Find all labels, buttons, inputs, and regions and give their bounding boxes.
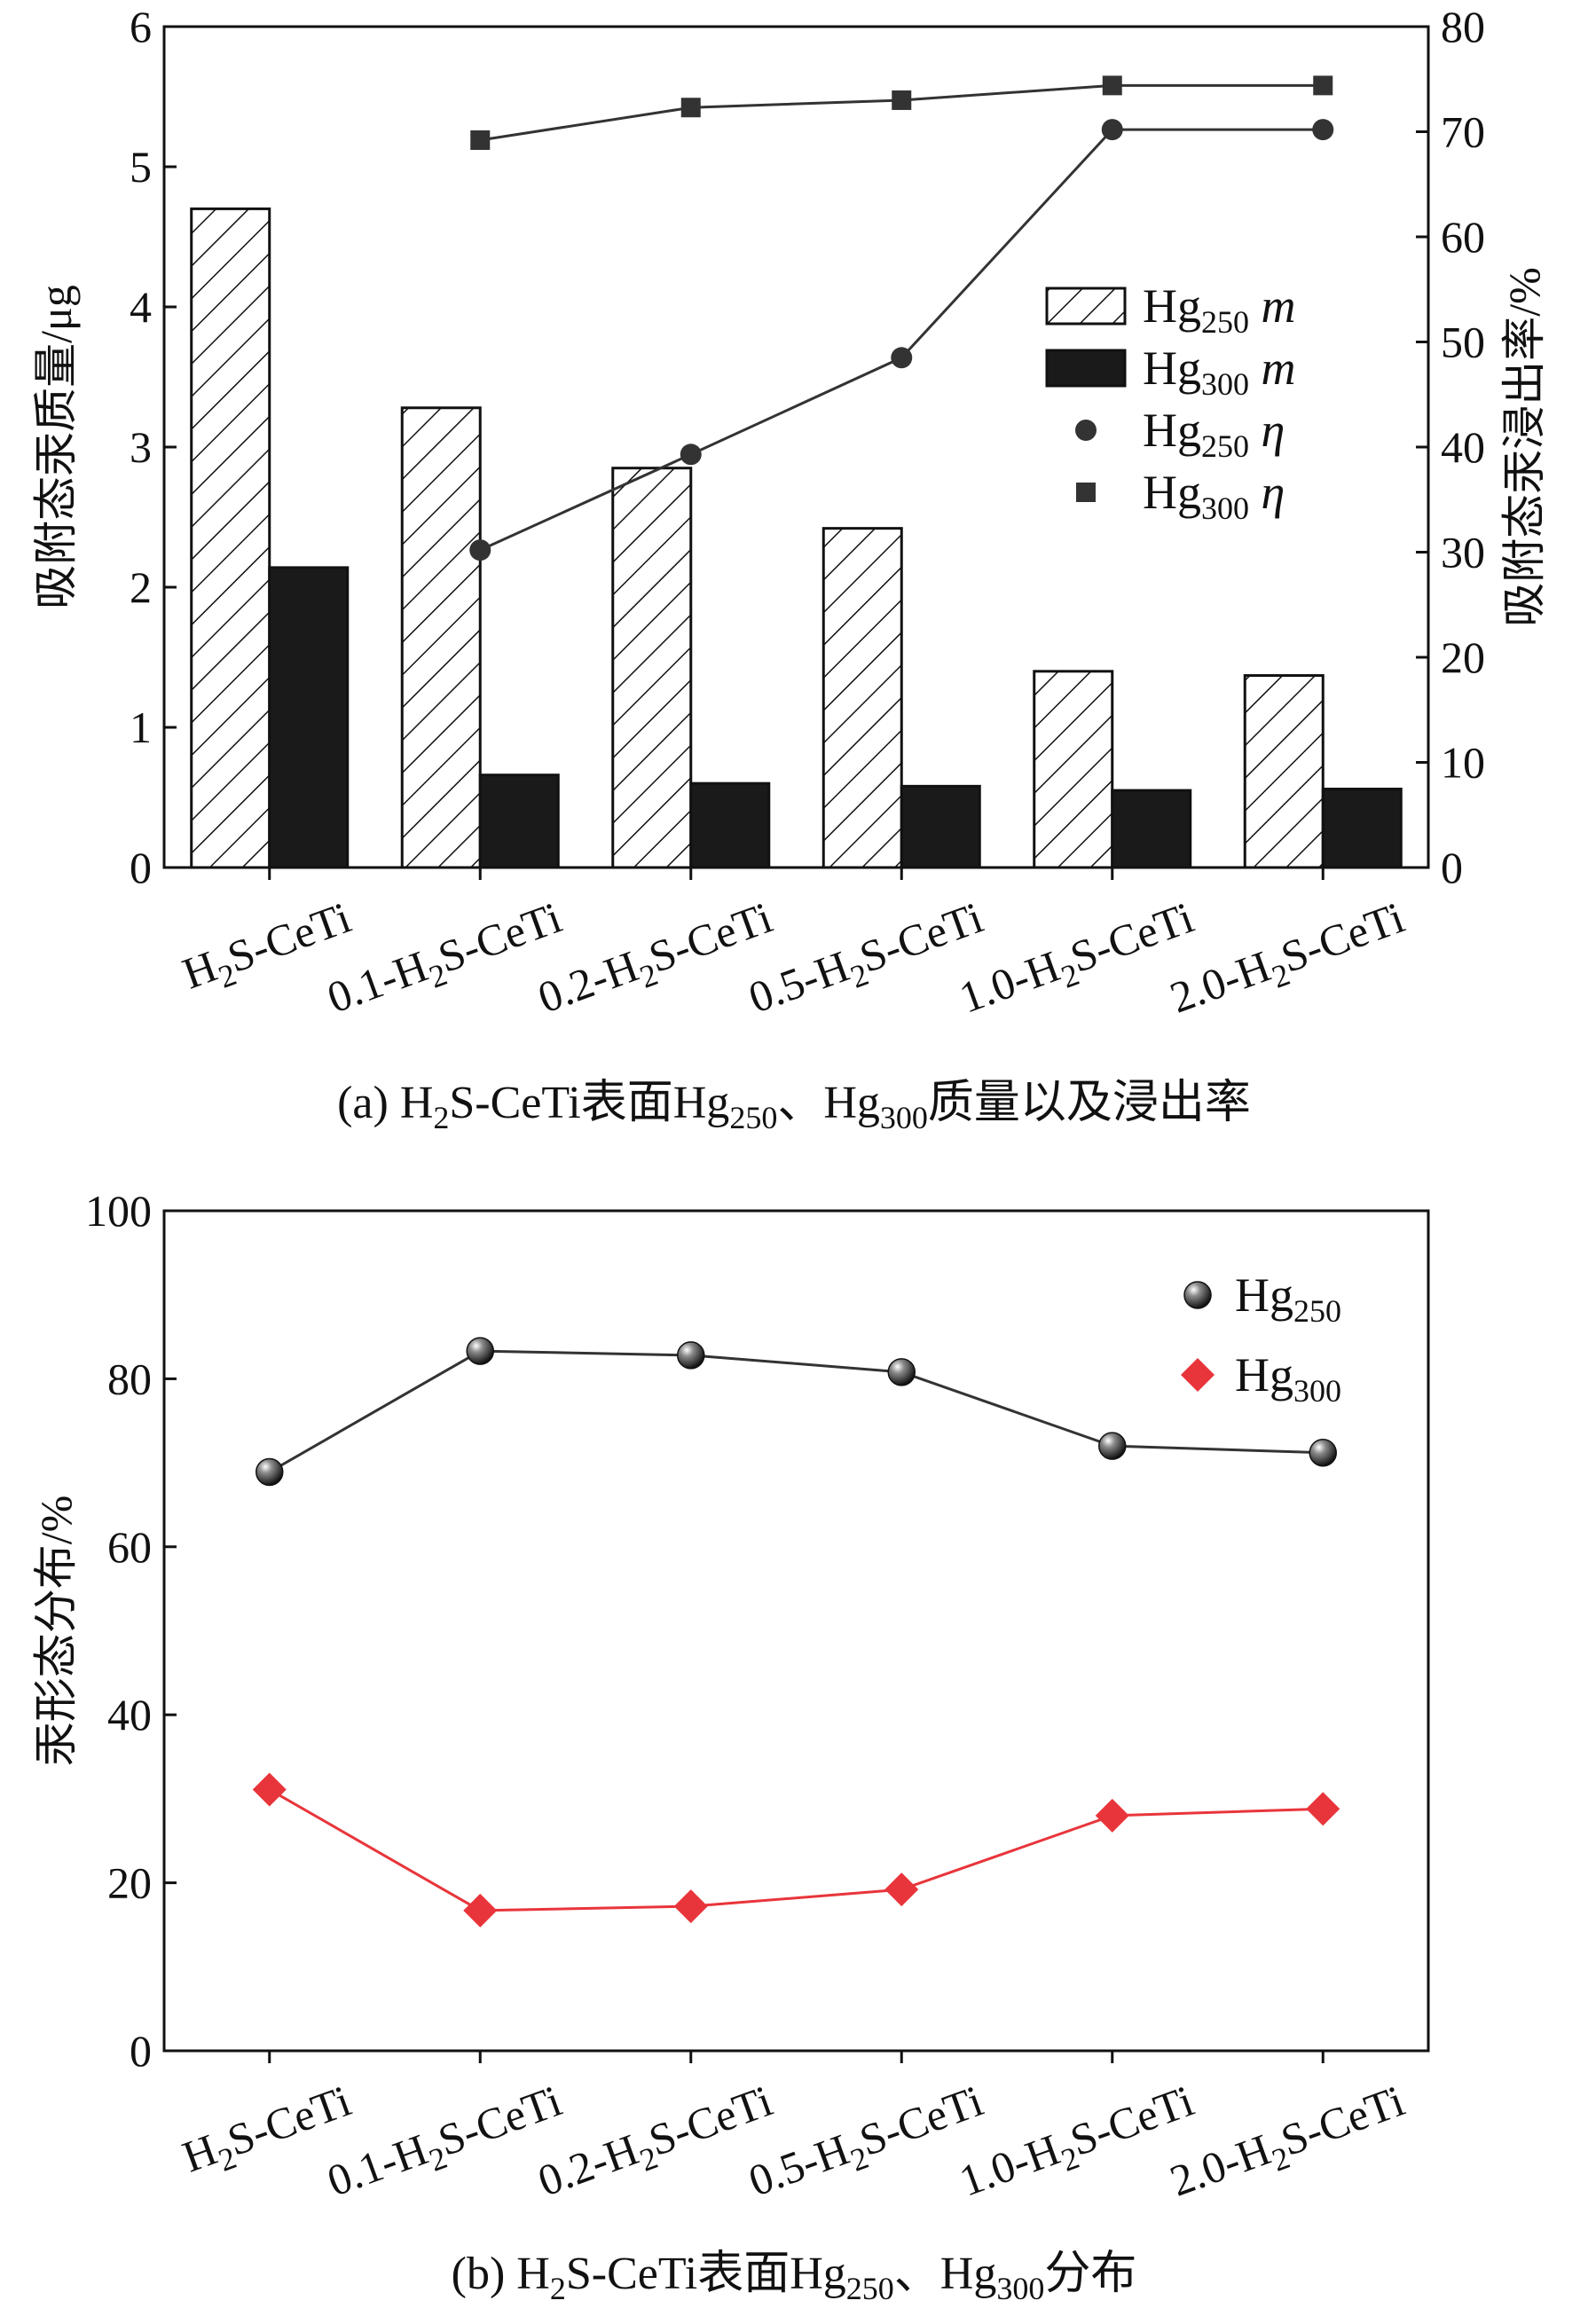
y-tick-label-right: 70	[1441, 107, 1485, 157]
y-axis-title-left: 吸附态汞质量/μg	[31, 285, 81, 609]
y-tick-label-left: 0	[130, 2026, 152, 2076]
point-hg300-eta	[470, 130, 491, 150]
y-tick-label-left: 6	[130, 2, 152, 51]
bar-hg300-m	[1321, 788, 1403, 869]
chart-panel-a: 012345601020304050607080H2S-CeTi0.1-H2S-…	[31, 2, 1549, 1135]
point-hg250-eta	[891, 347, 913, 369]
y-tick-label-left: 4	[130, 282, 152, 332]
bar-hg250-m	[1243, 674, 1325, 869]
y-tick-label-right: 0	[1441, 843, 1463, 892]
bar-hg250-m	[190, 207, 271, 869]
bar-hg300-m	[268, 566, 350, 869]
caption-b: (b) H2S-CeTi表面Hg250、Hg300分布	[452, 2249, 1137, 2306]
legend-label: Hg300	[1235, 1348, 1341, 1409]
point-hg250-eta	[469, 539, 491, 561]
y-tick-label-right: 40	[1441, 422, 1485, 472]
point-hg300	[1095, 1798, 1129, 1833]
y-tick-label-right: 60	[1441, 212, 1485, 262]
legend-swatch-hg250-m	[1045, 287, 1127, 326]
series-line-hg300	[269, 1788, 1324, 1912]
y-tick-label-left: 80	[107, 1354, 152, 1403]
x-tick-label: 1.0-H2S-CeTi	[953, 892, 1203, 1030]
point-hg300-eta	[680, 98, 701, 118]
y-tick-label-left: 40	[107, 1690, 152, 1739]
bar-hg250-m	[611, 467, 693, 869]
bar-hg250-m	[400, 406, 482, 869]
point-hg300	[884, 1873, 919, 1907]
x-tick-label: 0.5-H2S-CeTi	[743, 892, 993, 1030]
x-tick-label: 0.5-H2S-CeTi	[743, 2076, 993, 2213]
y-tick-label-left: 0	[130, 843, 152, 892]
point-hg300-eta	[1313, 75, 1333, 96]
bar-hg300-m	[900, 784, 981, 869]
point-hg250	[887, 1358, 916, 1386]
point-hg300	[1306, 1792, 1340, 1826]
point-hg250	[1309, 1438, 1337, 1467]
x-tick-label: 2.0-H2S-CeTi	[1164, 2076, 1414, 2213]
point-hg300-eta	[1102, 75, 1122, 96]
caption-a: (a) H2S-CeTi表面Hg250、Hg300质量以及浸出率	[337, 1078, 1251, 1135]
legend-swatch-hg250-eta	[1075, 420, 1097, 441]
point-hg250-eta	[680, 444, 702, 466]
legend-label: Hg250	[1235, 1268, 1341, 1329]
legend-label: Hg250 m	[1143, 279, 1296, 340]
x-tick-label: 0.1-H2S-CeTi	[321, 892, 571, 1030]
y-tick-label-right: 80	[1441, 2, 1485, 51]
legend-swatch-hg250	[1183, 1281, 1212, 1309]
bar-hg300-m	[478, 773, 560, 869]
point-hg250-eta	[1101, 119, 1123, 141]
point-hg250-eta	[1312, 119, 1334, 141]
x-tick-label: 0.1-H2S-CeTi	[321, 2076, 571, 2213]
point-hg250	[1098, 1432, 1127, 1460]
point-hg300	[463, 1893, 498, 1928]
y-tick-label-right: 10	[1441, 738, 1485, 788]
legend-swatch-hg300-eta	[1076, 483, 1096, 502]
bar-hg300-m	[689, 781, 771, 869]
legend-swatch-hg300-m	[1045, 349, 1127, 388]
y-axis-title-right: 吸附态汞浸出率/%	[1499, 267, 1549, 627]
y-axis-title: 汞形态分布/%	[31, 1496, 81, 1767]
x-tick-label: 1.0-H2S-CeTi	[953, 2076, 1203, 2213]
point-hg300	[673, 1889, 708, 1924]
legend-label: Hg300 η	[1143, 466, 1285, 526]
point-hg250	[677, 1341, 705, 1370]
y-tick-label-left: 100	[85, 1186, 152, 1236]
x-tick-label: 0.2-H2S-CeTi	[531, 892, 782, 1030]
bar-hg250-m	[822, 527, 903, 869]
y-tick-label-left: 60	[107, 1522, 152, 1572]
chart-panel-b: 020406080100H2S-CeTi0.1-H2S-CeTi0.2-H2S-…	[31, 1186, 1430, 2306]
legend-label: Hg250 η	[1143, 404, 1285, 464]
series-line-hg250	[269, 1349, 1324, 1473]
point-hg300-eta	[892, 90, 912, 110]
y-tick-label-right: 50	[1441, 318, 1485, 367]
x-tick-label: 0.2-H2S-CeTi	[531, 2076, 782, 2213]
y-tick-label-left: 3	[130, 422, 152, 472]
y-tick-label-left: 2	[130, 562, 152, 612]
y-tick-label-right: 20	[1441, 632, 1485, 682]
y-tick-label-left: 20	[107, 1858, 152, 1908]
point-hg250	[255, 1457, 284, 1487]
point-hg250	[466, 1337, 494, 1365]
plot-frame	[162, 1209, 1430, 2053]
legend-swatch-hg300	[1181, 1358, 1215, 1392]
legend-label: Hg300 m	[1143, 342, 1296, 402]
y-tick-label-right: 30	[1441, 528, 1485, 577]
y-tick-label-left: 5	[130, 142, 152, 192]
bar-hg300-m	[1111, 789, 1192, 869]
point-hg300	[252, 1772, 287, 1807]
bar-hg250-m	[1033, 670, 1114, 869]
y-tick-label-left: 1	[130, 703, 152, 752]
x-tick-label: 2.0-H2S-CeTi	[1164, 892, 1414, 1030]
